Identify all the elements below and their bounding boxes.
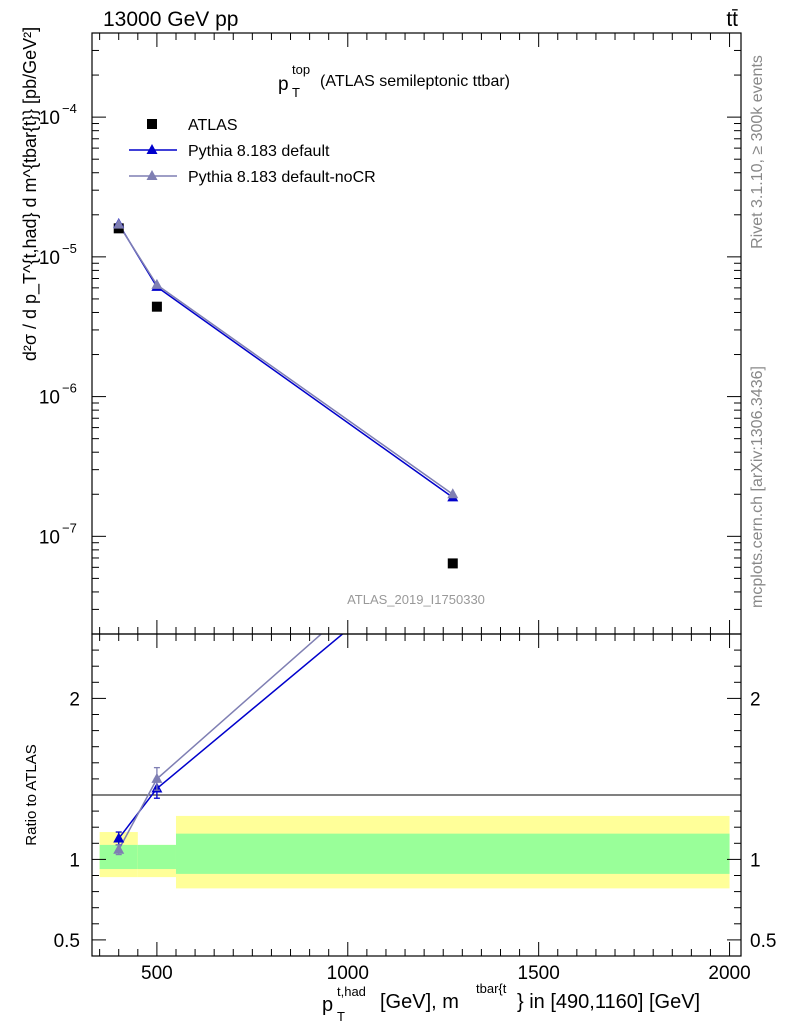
main-y-axis-label: d²σ / d p_T^{t,had} d m^{tbar{t}} [pb/Ge… [20,27,41,361]
ratio-axis-ticks [92,634,741,956]
ratio-y-tick-label-left: 0.5 [54,931,80,952]
ratio-series-lines [118,634,344,851]
ratio-x-tick-labels: 500 1000 1500 2000 [141,963,751,984]
main-y-tick-label: 10 [39,108,60,129]
main-y-tick-label-exponent: −6 [62,381,77,396]
x-axis-label: p t,had T [GeV], m tbar{t } in [490,1160… [322,981,700,1024]
main-y-tick-label: 10 [39,248,60,269]
mc-data-point [151,278,163,289]
main-plot-title: p top T (ATLAS semileptonic ttbar) [278,62,510,100]
ratio-y-tick-label-right: 1 [750,850,761,871]
legend-label: Pythia 8.183 default-noCR [188,169,376,186]
main-series-line [118,223,454,498]
mc-data-point [447,488,459,499]
x-tick-label: 1000 [327,963,369,984]
stat-uncertainty-band [175,833,730,874]
ratio-y-tick-label-left: 1 [69,850,80,871]
plot-title-sub: T [292,85,300,100]
x-axis-label-sub: T [337,1009,345,1024]
plot-title-sup: top [292,62,310,77]
ratio-panel: 0.5 0.5 1 1 2 2 500 1000 1500 2000 Ratio to ATLA… [23,512,777,1024]
x-tick-label: 1500 [518,963,560,984]
ratio-data-point [113,843,125,854]
ratio-data-point [151,772,163,783]
main-series-lines [118,223,454,498]
ratio-data-point [447,512,458,522]
atlas-data-point [151,301,162,312]
energy-label: 13000 GeV pp [103,8,238,31]
ratio-series-line [118,634,344,839]
main-panel: p top T (ATLAS semileptonic ttbar) d²σ /… [20,27,742,635]
plot-title: p [278,74,289,95]
legend-label: Pythia 8.183 default [188,143,330,160]
legend-marker-triangle [146,144,158,154]
main-y-tick-label: 10 [39,388,60,409]
ratio-data-point [447,536,458,546]
main-y-tick-labels: 10−710−610−510−4 [39,101,77,548]
main-y-tick-label: 10 [39,527,60,548]
x-axis-label-sup2: tbar{t [476,981,507,996]
ratio-series-line [118,634,323,851]
ratio-y-axis-label: Ratio to ATLAS [23,744,40,845]
main-y-tick-label-exponent: −4 [62,101,77,116]
stat-uncertainty-band [137,844,176,870]
x-axis-label-rest: [GeV], m [380,991,459,1013]
main-y-tick-label-exponent: −7 [62,520,77,535]
watermark: ATLAS_2019_I1750330 [347,592,485,607]
x-axis-label-main: p [322,994,333,1016]
ratio-data-point [113,832,125,843]
legend-marker-square [147,119,157,129]
ratio-y-tick-labels: 0.5 0.5 1 1 2 2 [54,689,777,952]
mcplots-label: mcplots.cern.ch [arXiv:1306.3436] [749,366,766,608]
legend: ATLAS Pythia 8.183 default Pythia 8.183 de… [129,117,376,186]
main-y-tick-label-exponent: −5 [62,241,77,256]
ratio-y-tick-label-right: 0.5 [750,931,776,952]
mc-data-point [113,218,125,229]
rivet-label: Rivet 3.1.10, ≥ 300k events [749,55,766,249]
x-tick-label: 500 [141,963,173,984]
main-series-points [113,217,459,569]
ratio-y-tick-label-right: 2 [750,689,761,710]
ratio-frame [91,633,742,957]
plot-title-rest: (ATLAS semileptonic ttbar) [320,73,510,90]
legend-label: ATLAS [188,117,238,134]
ratio-bands [99,815,730,889]
x-tick-label: 2000 [708,963,750,984]
main-series-line [118,224,454,495]
legend-marker-triangle [146,170,158,180]
ratio-y-tick-label-left: 2 [69,689,80,710]
x-axis-label-rest2: } in [490,1160] [GeV] [517,991,700,1013]
process-label: tt̄ [726,8,738,31]
x-axis-label-sup: t,had [337,984,366,999]
main-axis-ticks [92,32,741,635]
atlas-data-point [447,558,458,569]
ratio-series-points [113,512,458,856]
